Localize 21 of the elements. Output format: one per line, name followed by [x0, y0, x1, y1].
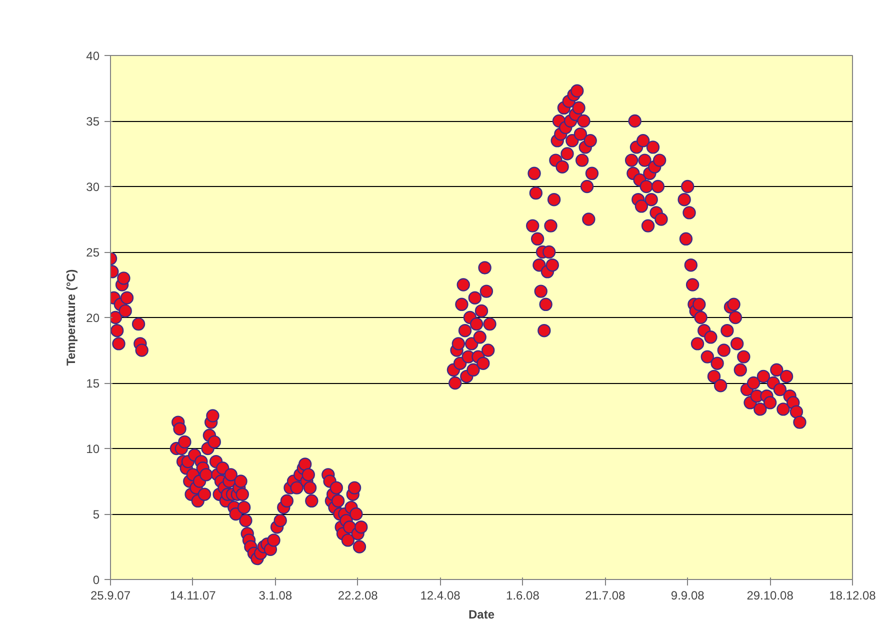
x-tick-label: 22.2.08 — [338, 588, 378, 602]
y-tick-label: 5 — [92, 508, 100, 522]
y-tick-label: 20 — [86, 311, 100, 325]
x-axis-title: Date — [468, 608, 495, 622]
y-tick-label: 0 — [92, 573, 100, 587]
x-tick-label: 18.12.08 — [829, 588, 876, 602]
y-tick-label: 40 — [86, 49, 100, 63]
y-tick-label: 15 — [86, 376, 100, 390]
x-tick-label: 14.11.07 — [170, 588, 216, 602]
y-tick-label: 25 — [86, 246, 100, 260]
x-tick-label: 25.9.07 — [90, 588, 131, 602]
y-axis-title: Temperature (°C) — [64, 269, 78, 366]
y-tick-label: 30 — [86, 180, 100, 194]
x-tick-label: 12.4.08 — [420, 588, 461, 602]
y-tick-label: 10 — [86, 442, 100, 456]
x-tick-label: 29.10.08 — [746, 588, 794, 602]
x-tick-label: 9.9.08 — [670, 588, 705, 602]
x-tick-label: 1.6.08 — [506, 588, 540, 602]
x-tick-label: 21.7.08 — [585, 588, 626, 602]
x-tick-label: 3.1.08 — [258, 588, 292, 602]
y-tick-label: 35 — [86, 114, 100, 128]
